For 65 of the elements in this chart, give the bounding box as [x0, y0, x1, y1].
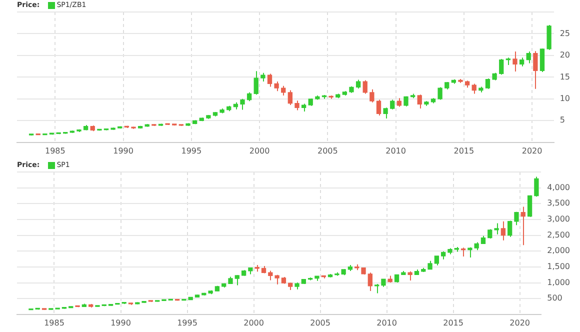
candlestick: [288, 90, 293, 106]
y-tick-label: 15: [560, 72, 570, 82]
y-tick-label: 3,500: [547, 198, 570, 208]
candlestick: [533, 50, 538, 90]
y-tick-label: 2,000: [547, 246, 570, 256]
x-tick-label: 1990: [110, 318, 131, 328]
candlestick: [417, 94, 422, 109]
candlestick: [274, 81, 279, 92]
y-tick-label: 500: [547, 294, 562, 303]
candlestick: [527, 194, 532, 218]
candlestick: [294, 100, 300, 111]
candlestick: [268, 270, 273, 281]
candlestick: [267, 73, 272, 88]
x-tick-label: 1995: [177, 318, 198, 328]
x-tick-label: 1985: [44, 146, 66, 156]
y-tick-label: 1,500: [547, 262, 570, 272]
y-tick-label: 5: [560, 116, 565, 125]
candlestick: [546, 24, 552, 50]
x-tick-label: 2010: [376, 318, 397, 328]
x-tick-label: 1990: [113, 146, 134, 156]
candlestick: [508, 220, 512, 238]
candlestick: [368, 272, 372, 292]
candlestick: [374, 284, 380, 294]
x-tick-label: 2015: [454, 146, 474, 156]
candlestick: [274, 274, 280, 285]
y-tick-label: 1,000: [547, 278, 570, 287]
candlestick: [485, 78, 490, 90]
y-tick-label: 2,500: [547, 230, 570, 240]
candlestick: [362, 80, 368, 94]
y-tick-label: 10: [560, 94, 570, 104]
candlestick: [281, 85, 286, 96]
x-tick-label: 1985: [44, 318, 64, 328]
candlestick: [526, 51, 531, 64]
y-tick-label: 3,000: [547, 214, 570, 224]
x-tick-label: 2000: [249, 146, 270, 156]
x-tick-label: 2000: [244, 318, 264, 328]
candlestick: [499, 58, 504, 76]
candlestick: [512, 51, 518, 72]
candlestick: [240, 98, 245, 110]
candlestick: [514, 211, 519, 226]
candlestick: [540, 48, 545, 72]
candlestick: [390, 99, 395, 110]
candlestick: [370, 88, 374, 103]
candlestick: [434, 255, 440, 266]
candlestick: [408, 270, 412, 282]
y-tick-label: 25: [560, 28, 570, 38]
candlestick: [500, 220, 506, 241]
x-tick-label: 2020: [522, 146, 542, 156]
candlestick: [520, 206, 526, 246]
candlestick: [472, 83, 476, 94]
candlestick: [234, 274, 240, 286]
candlestick: [383, 107, 388, 119]
candlestick: [438, 86, 442, 100]
x-tick-label: 2005: [317, 146, 338, 156]
candlestick: [376, 99, 382, 116]
candlestick: [254, 70, 258, 96]
x-tick-label: 1995: [181, 146, 202, 156]
candlestick: [534, 176, 539, 198]
y-tick-label: 20: [560, 50, 570, 60]
candlestick: [494, 222, 499, 235]
x-tick-label: 2010: [386, 146, 406, 156]
x-tick-label: 2005: [310, 318, 330, 328]
y-tick-label: 4,000: [547, 182, 570, 192]
x-tick-label: 2020: [510, 318, 530, 328]
x-tick-label: 2015: [443, 318, 464, 328]
